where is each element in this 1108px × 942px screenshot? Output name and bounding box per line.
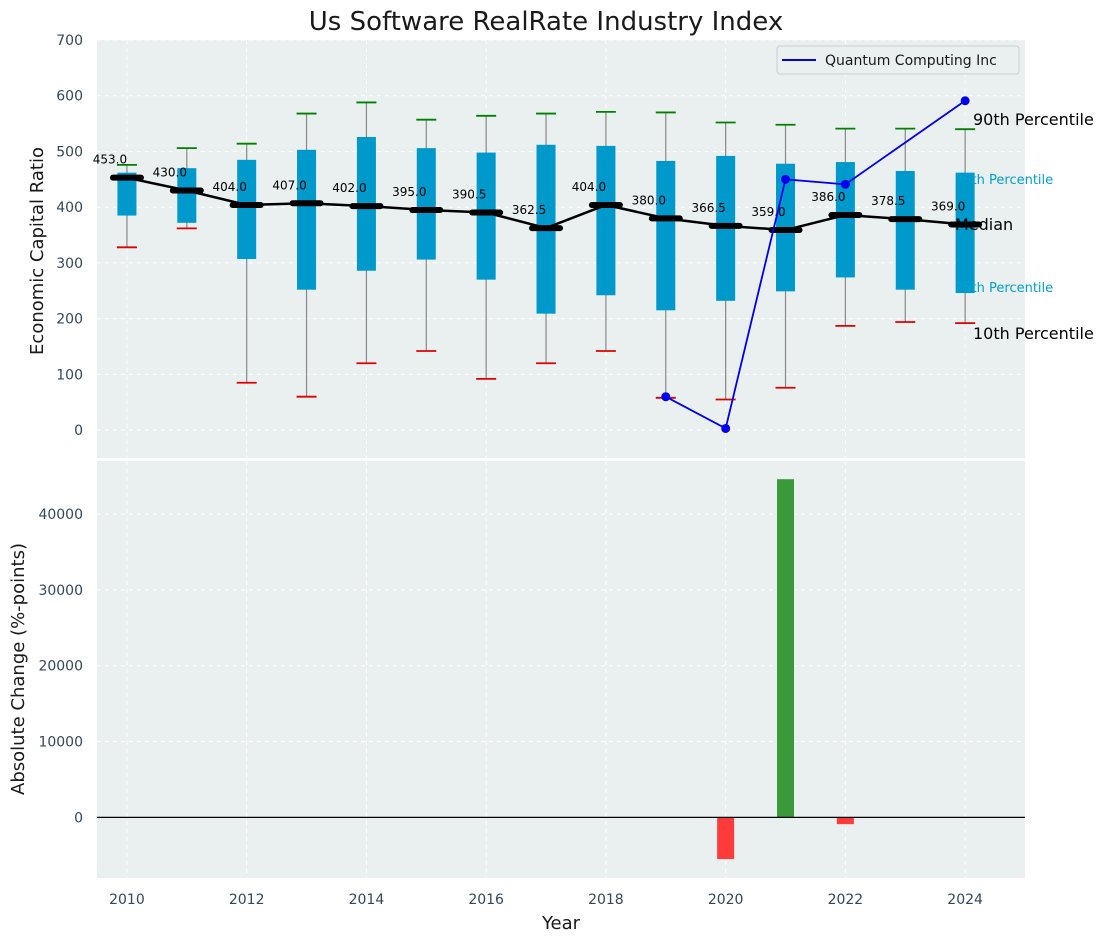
- bottom-panel-background: [97, 461, 1025, 878]
- median-value-label: 366.5: [691, 201, 725, 215]
- bottom-y-ticks: 0 10000 20000 30000 40000: [38, 507, 83, 826]
- series-point: [960, 96, 970, 106]
- change-bars: [717, 479, 854, 860]
- top-y-tick-label: 0: [74, 423, 83, 439]
- top-y-tick-label: 600: [56, 89, 83, 105]
- top-y-tick-label: 100: [56, 367, 83, 383]
- median-value-label: 430.0: [153, 165, 187, 179]
- x-tick-label: 2010: [109, 892, 145, 908]
- x-tick-label: 2018: [588, 892, 624, 908]
- x-tick-label: 2022: [828, 892, 864, 908]
- top-y-tick-label: 700: [56, 33, 83, 49]
- top-panel: 0 100 200 300 400 500 600 700 453.0 430.0 404.0 40…: [27, 33, 1094, 458]
- median-value-label: 453.0: [93, 153, 127, 167]
- percentile-labels: 90th Percentile 75th Percentile Median 2…: [955, 110, 1094, 343]
- median-value-label: 369.0: [931, 199, 965, 213]
- company-series: [661, 96, 970, 433]
- x-tick-label: 2014: [349, 892, 385, 908]
- top-y-tick-label: 500: [56, 144, 83, 160]
- change-bar: [836, 817, 854, 825]
- iqr-box: [416, 148, 436, 260]
- bottom-y-tick-label: 10000: [38, 735, 83, 751]
- x-tick-label: 2024: [947, 892, 983, 908]
- bottom-y-tick-label: 30000: [38, 583, 83, 599]
- median-value-label: 404.0: [212, 180, 246, 194]
- iqr-box: [476, 152, 496, 280]
- x-axis-label: Year: [541, 913, 581, 934]
- legend-series-label: Quantum Computing Inc: [825, 53, 997, 69]
- top-y-tick-label: 300: [56, 256, 83, 272]
- top-y-axis-label: Economic Capital Ratio: [27, 147, 48, 355]
- top-panel-background: [97, 40, 1025, 458]
- median-value-label: 386.0: [811, 190, 845, 204]
- median-value-label: 395.0: [392, 185, 426, 199]
- median-value-label: 407.0: [272, 178, 306, 192]
- p90-label: 90th Percentile: [973, 110, 1094, 129]
- change-bar: [777, 479, 795, 818]
- legend: Quantum Computing Inc: [776, 45, 1020, 75]
- legend-box: [776, 45, 1020, 75]
- median-value-label: 359.0: [751, 205, 785, 219]
- iqr-box: [177, 168, 197, 223]
- median-value-label: 404.0: [572, 180, 606, 194]
- bottom-y-tick-label: 20000: [38, 659, 83, 675]
- iqr-box: [895, 170, 915, 290]
- top-y-tick-label: 400: [56, 200, 83, 216]
- median-value-label: 362.5: [512, 203, 546, 217]
- p75-label: 75th Percentile: [955, 173, 1053, 188]
- iqr-box: [835, 162, 855, 278]
- bottom-y-tick-label: 0: [74, 810, 83, 826]
- iqr-box: [596, 145, 616, 296]
- x-tick-label: 2016: [468, 892, 504, 908]
- iqr-box: [237, 159, 257, 260]
- x-ticks: 2010 2012 2014 2016 2018 2020 2022 2024: [109, 892, 983, 908]
- x-tick-label: 2020: [708, 892, 744, 908]
- bottom-y-axis-label: Absolute Change (%-points): [8, 543, 29, 795]
- chart-title: Us Software RealRate Industry Index: [309, 7, 783, 37]
- median-value-label: 402.0: [332, 181, 366, 195]
- box-plots: [116, 101, 976, 401]
- series-point: [661, 392, 671, 402]
- median-line: [109, 174, 983, 234]
- series-point: [781, 174, 791, 184]
- median-text-label: Median: [955, 215, 1013, 234]
- x-tick-label: 2012: [229, 892, 265, 908]
- iqr-box: [297, 149, 317, 290]
- series-point: [721, 423, 731, 433]
- iqr-box: [955, 172, 975, 294]
- p25-label: 25th Percentile: [955, 281, 1053, 296]
- median-value-label: 380.0: [632, 193, 666, 207]
- p10-label: 10th Percentile: [973, 324, 1094, 343]
- change-bar: [717, 817, 735, 860]
- bottom-y-tick-label: 40000: [38, 507, 83, 523]
- median-labels: 453.0 430.0 404.0 407.0 402.0 395.0 390.5 362.5…: [93, 153, 966, 219]
- iqr-box: [656, 160, 676, 311]
- top-y-tick-label: 200: [56, 312, 83, 328]
- median-value-label: 390.5: [452, 187, 486, 201]
- top-y-ticks: 0 100 200 300 400 500 600 700: [56, 33, 83, 439]
- iqr-box: [117, 172, 137, 216]
- median-value-label: 378.5: [871, 194, 905, 208]
- series-point: [840, 179, 850, 189]
